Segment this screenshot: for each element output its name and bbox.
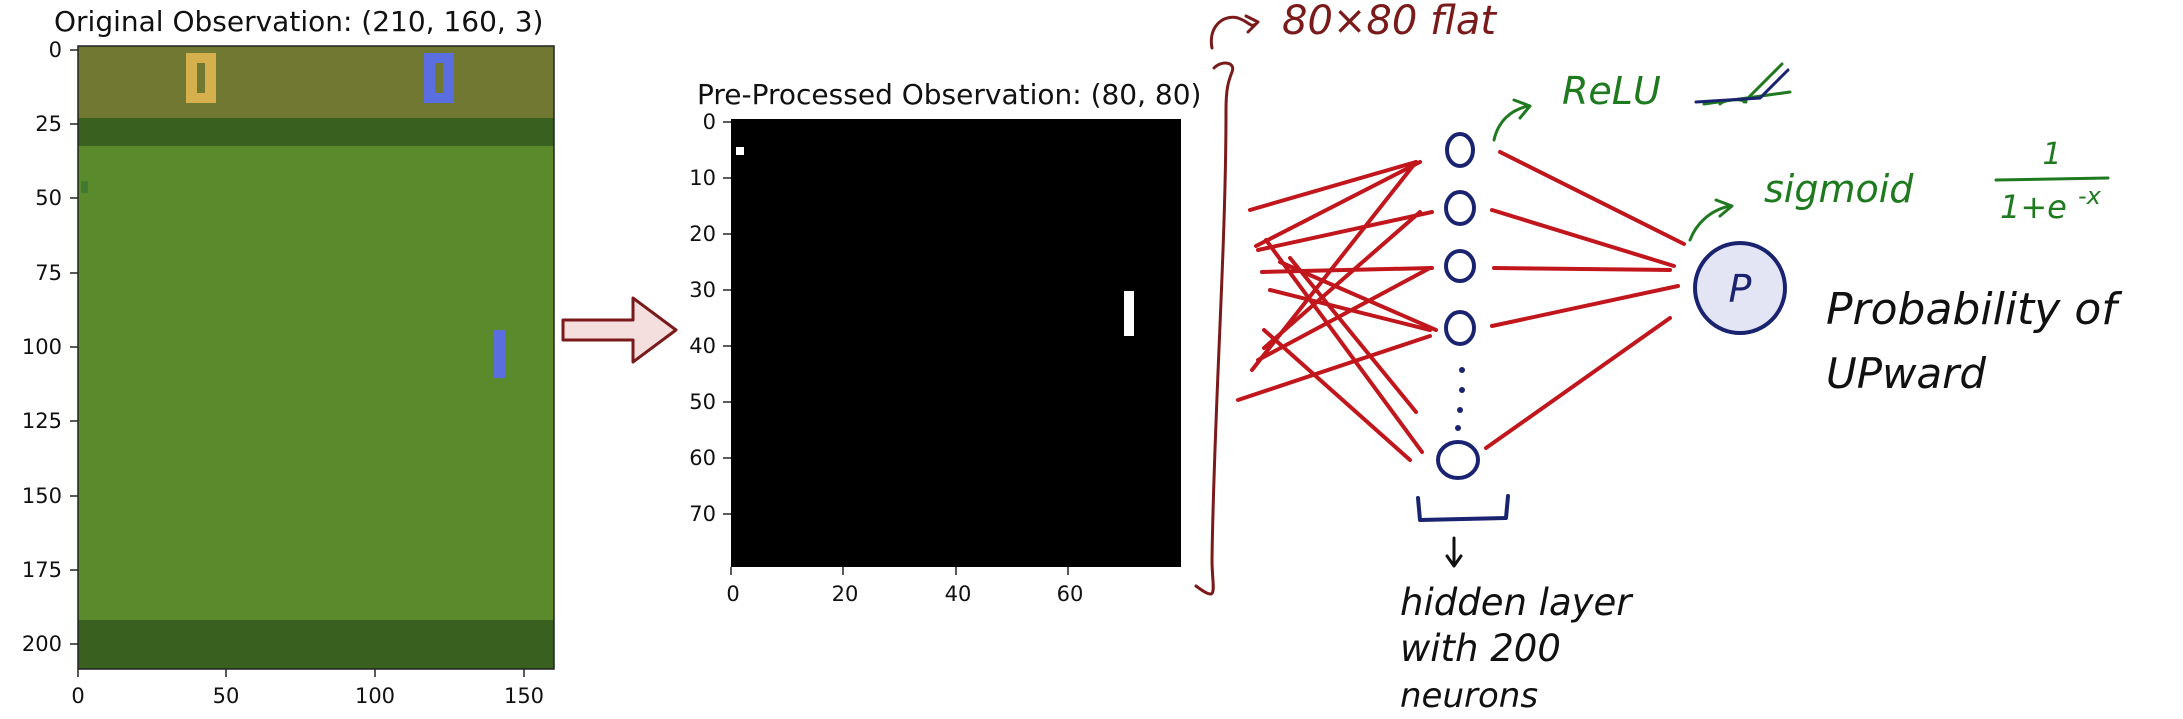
- y-tick-label: 200: [22, 632, 62, 656]
- hidden-layer-bracket: [1416, 494, 1510, 522]
- curly-arrow-icon: [1209, 14, 1260, 50]
- y-tick-label: 125: [22, 409, 62, 433]
- output-label-line2: UPward: [1826, 349, 1986, 398]
- y-tick-label: 70: [689, 502, 716, 526]
- y-tick-label: 10: [689, 166, 716, 190]
- preprocessed-x-axis-ticks: 0 20 40 60: [726, 582, 1083, 606]
- x-tick-label: 40: [945, 582, 972, 606]
- hidden-neuron: [1444, 249, 1476, 283]
- output-neuron: [1693, 241, 1787, 335]
- output-neuron-label: P: [1729, 267, 1752, 311]
- relu-label: ReLU: [1562, 69, 1661, 113]
- original-observation-title: Original Observation: (210, 160, 3): [54, 5, 543, 38]
- player-paddle: [494, 330, 505, 378]
- x-tick-label: 0: [71, 684, 84, 708]
- preprocessed-image: [731, 119, 1181, 567]
- top-border: [78, 118, 554, 146]
- y-tick-label: 0: [703, 110, 716, 134]
- input-hidden-connections: [1236, 160, 1438, 462]
- y-tick-label: 60: [689, 446, 716, 470]
- y-tick-label: 0: [49, 38, 62, 62]
- y-tick-label: 40: [689, 334, 716, 358]
- y-tick-label: 25: [35, 112, 62, 136]
- score-band: [78, 46, 554, 118]
- right-arrow-icon: [561, 296, 678, 364]
- preprocessed-y-axis-ticks: 0 10 20 30 40 50 60 70: [689, 110, 716, 526]
- flatten-label: 80×80 flat: [1282, 0, 1497, 44]
- sigmoid-arrow-icon: [1688, 198, 1734, 242]
- input-brace: [1194, 61, 1235, 596]
- y-tick-label: 50: [35, 186, 62, 210]
- flatten-annotation: 80×80 flat: [1194, 0, 1497, 596]
- ellipsis-dots: [1455, 367, 1465, 431]
- preprocessed-observation-title: Pre-Processed Observation: (80, 80): [697, 78, 1201, 111]
- hidden-layer-label-line3: neurons: [1400, 676, 1538, 716]
- sigmoid-label: sigmoid: [1764, 167, 1914, 211]
- playfield: [78, 146, 554, 620]
- hidden-layer-label-line1: hidden layer: [1400, 581, 1634, 624]
- y-tick-label: 100: [22, 335, 62, 359]
- original-observation-plot: Original Observation: (210, 160, 3): [22, 5, 555, 708]
- hidden-neuron: [1444, 310, 1476, 346]
- hidden-layer: [1436, 132, 1480, 480]
- y-tick-label: 20: [689, 222, 716, 246]
- y-tick-label: 150: [22, 484, 62, 508]
- sigmoid-denominator: 1+e: [2000, 188, 2067, 226]
- y-tick-label: 175: [22, 558, 62, 582]
- relu-arrow-icon: [1492, 98, 1532, 142]
- down-arrow-icon: [1445, 536, 1463, 568]
- x-tick-label: 150: [504, 684, 544, 708]
- x-tick-label: 50: [213, 684, 240, 708]
- paddle-pixels: [1124, 291, 1134, 336]
- hidden-neuron: [1445, 132, 1475, 168]
- y-tick-label: 50: [689, 390, 716, 414]
- y-tick-label: 30: [689, 278, 716, 302]
- y-tick-label: 75: [35, 261, 62, 285]
- preprocessed-observation-plot: Pre-Processed Observation: (80, 80) 0 20…: [689, 78, 1201, 606]
- ball-pixel: [736, 147, 744, 155]
- original-y-axis-ticks: 0 25 50 75 100 125 150 175 200: [22, 38, 62, 656]
- bottom-border: [78, 620, 554, 669]
- hidden-neuron: [1436, 440, 1480, 480]
- hidden-output-connections: [1484, 150, 1686, 450]
- opponent-paddle: [81, 181, 88, 193]
- x-tick-label: 60: [1057, 582, 1084, 606]
- x-tick-label: 100: [355, 684, 395, 708]
- hidden-layer-label-line2: with 200: [1400, 627, 1561, 670]
- original-x-axis-ticks: 0 50 100 150: [71, 684, 544, 708]
- original-plot-frame: [77, 45, 555, 670]
- hidden-neuron: [1444, 190, 1476, 226]
- sigmoid-numerator: 1: [2042, 137, 2061, 172]
- x-tick-label: 0: [726, 582, 739, 606]
- output-label-line1: Probability of: [1826, 284, 2123, 335]
- sigmoid-exponent: -x: [2078, 182, 2102, 210]
- x-tick-label: 20: [832, 582, 859, 606]
